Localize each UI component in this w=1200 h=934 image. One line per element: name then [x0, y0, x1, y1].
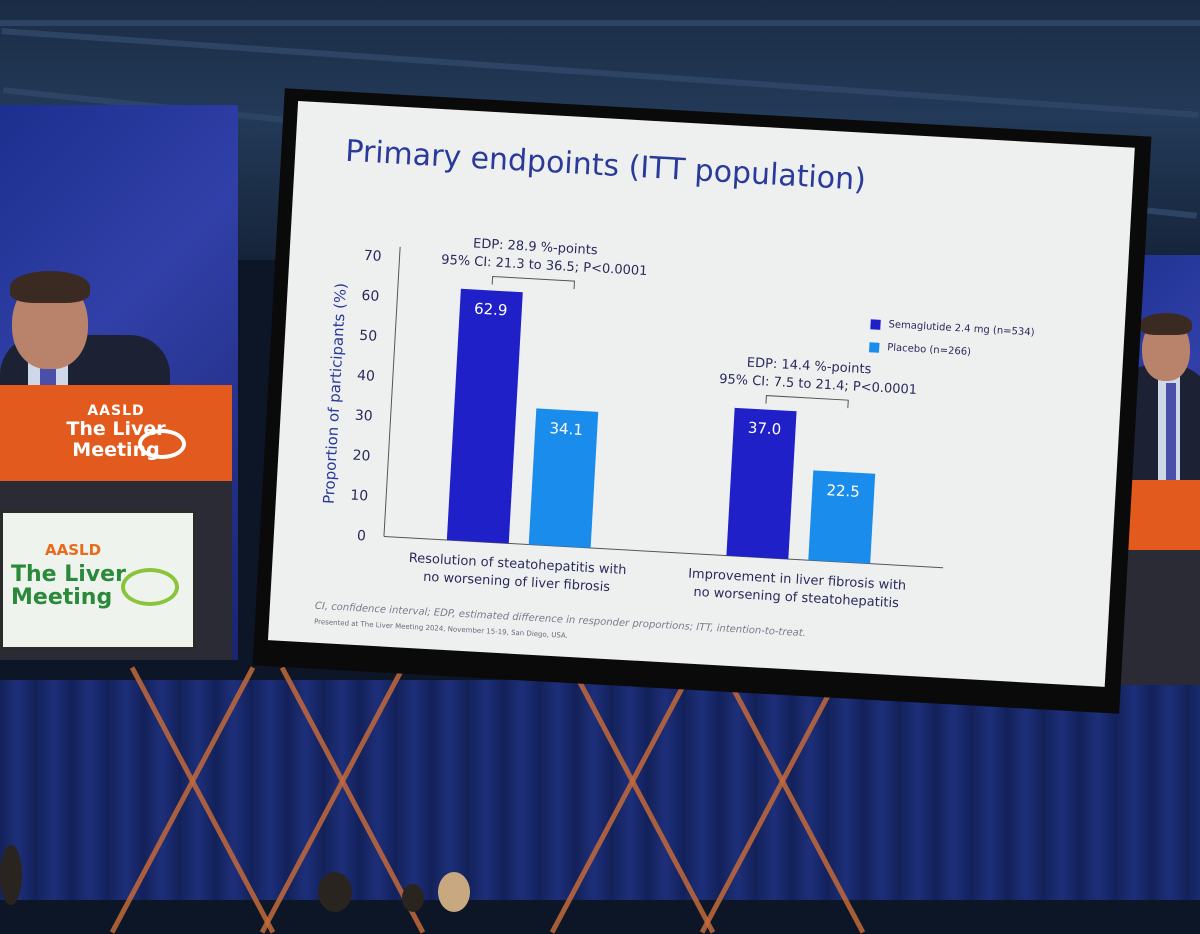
ceiling-truss — [0, 20, 1200, 26]
podium-sign: AASLD The Liver Meeting — [0, 385, 232, 481]
edp-annotation: EDP: 14.4 %-points — [746, 355, 871, 377]
monitor-meeting-line2: Meeting — [11, 585, 113, 610]
y-tick-label: 0 — [357, 528, 367, 544]
y-axis-label: Proportion of participants (%) — [320, 282, 350, 504]
y-tick-label: 70 — [363, 248, 382, 265]
legend-label: Placebo (n=266) — [886, 342, 972, 358]
audience-member — [438, 872, 470, 912]
chart-legend: Semaglutide 2.4 mg (n=534) Placebo (n=26… — [868, 318, 1035, 373]
meeting-logo-icon — [121, 568, 179, 606]
presentation-slide: Primary endpoints (ITT population) 0 10 20… — [267, 100, 1135, 687]
significance-bracket — [491, 275, 576, 290]
podium-monitor: AASLD The Liver Meeting — [0, 510, 196, 650]
bar-chart: 0 10 20 30 40 50 60 70 Proportion of participant… — [320, 236, 944, 611]
bar-data-label: 37.0 — [747, 419, 781, 439]
monitor-org: AASLD — [45, 541, 102, 559]
y-tick-label: 40 — [357, 368, 376, 385]
y-tick-label: 20 — [352, 448, 371, 465]
significance-bracket — [765, 395, 849, 409]
y-tick-label: 60 — [361, 288, 380, 305]
legend-item-placebo: Placebo (n=266) — [869, 341, 1034, 361]
y-tick-label: 30 — [354, 408, 373, 425]
audience-member — [0, 845, 22, 905]
y-tick-label: 10 — [350, 488, 369, 505]
bar-data-label: 34.1 — [549, 419, 583, 439]
podium-org: AASLD — [87, 403, 145, 419]
meeting-logo-icon — [138, 429, 186, 459]
projection-screen: Primary endpoints (ITT population) 0 10 20… — [252, 88, 1152, 714]
edp-annotation: EDP: 28.9 %-points — [473, 236, 598, 258]
audience-member — [318, 872, 352, 912]
monitor-meeting-line1: The Liver — [11, 562, 126, 587]
left-video-screen: AASLD The Liver Meeting AASLD The Liver … — [0, 105, 238, 660]
ci-annotation: 95% CI: 21.3 to 36.5; P<0.0001 — [441, 253, 648, 279]
podium-meeting-line1: The Liver — [66, 418, 166, 440]
stage-curtain — [0, 680, 1200, 900]
podium-meeting-line2: Meeting — [72, 439, 160, 461]
bar-data-label: 62.9 — [474, 300, 508, 320]
legend-swatch — [869, 341, 880, 353]
bar-semaglutide-0 — [446, 288, 523, 544]
y-axis-line — [383, 246, 401, 537]
legend-swatch — [870, 318, 881, 330]
bar-placebo-0 — [528, 408, 599, 549]
bar-placebo-1 — [808, 470, 876, 564]
podium-base — [1116, 550, 1200, 685]
ci-annotation: 95% CI: 7.5 to 21.4; P<0.0001 — [719, 372, 918, 398]
y-tick-label: 50 — [359, 328, 378, 345]
audience-member — [402, 884, 424, 912]
bar-data-label: 22.5 — [826, 481, 860, 501]
bar-semaglutide-1 — [726, 407, 797, 560]
